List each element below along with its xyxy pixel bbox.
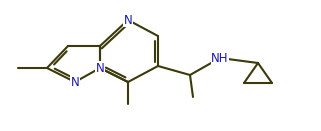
Text: NH: NH: [211, 51, 229, 64]
Text: N: N: [124, 13, 132, 26]
Text: N: N: [71, 75, 79, 89]
Text: N: N: [96, 61, 104, 75]
